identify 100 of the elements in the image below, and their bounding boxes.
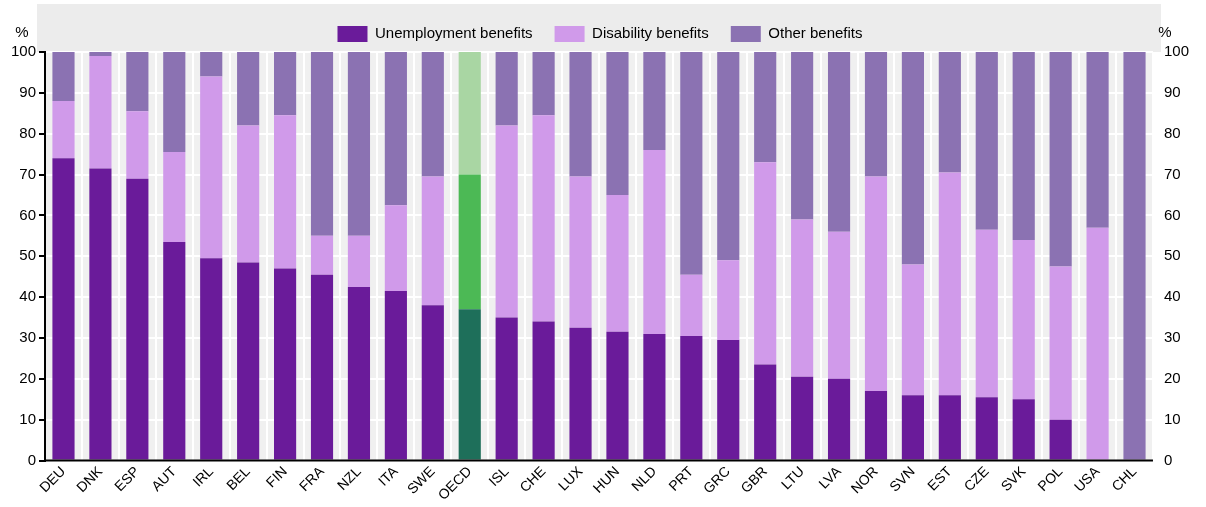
bar <box>1049 266 1072 420</box>
bar <box>938 52 961 173</box>
bar <box>237 52 260 126</box>
bar <box>495 317 518 460</box>
bar <box>791 376 814 460</box>
bar <box>1012 239 1035 400</box>
y2-tick-label: 40 <box>1163 287 1181 305</box>
bar <box>864 391 888 460</box>
x-tick-label: ITA <box>374 462 402 489</box>
y-tick-label: 30 <box>19 328 37 346</box>
bar <box>569 176 592 328</box>
bar <box>89 56 112 169</box>
bar <box>347 52 371 236</box>
bar <box>200 76 223 259</box>
x-tick-label: USA <box>1070 462 1103 495</box>
x-tick-label: ISL <box>485 462 512 490</box>
y2-tick-label: 70 <box>1163 164 1181 182</box>
bar <box>310 52 334 236</box>
y2-tick-label: 100 <box>1163 42 1189 60</box>
bar <box>274 115 297 269</box>
bar <box>569 52 592 177</box>
bar <box>163 52 186 153</box>
bar <box>52 52 75 102</box>
x-tick-label: CHL <box>1108 462 1140 495</box>
x-tick-label: IRL <box>189 462 217 490</box>
bar <box>495 125 518 318</box>
y-tick-label: 0 <box>27 450 37 468</box>
bar <box>52 158 75 460</box>
legend-label: Unemployment benefits <box>374 24 533 42</box>
y2-tick-label: 60 <box>1163 205 1181 223</box>
bar <box>680 274 703 336</box>
y-tick-label: 70 <box>19 164 37 182</box>
bar <box>938 395 961 460</box>
bar <box>310 274 334 460</box>
bar <box>864 52 888 177</box>
bar <box>901 264 924 396</box>
bar <box>975 52 998 230</box>
bar <box>89 168 112 460</box>
bar <box>274 52 297 116</box>
bar <box>827 52 851 232</box>
bar <box>827 231 851 379</box>
x-tick-label: NZL <box>333 462 364 494</box>
bar <box>1049 52 1072 267</box>
bar <box>237 125 260 263</box>
x-tick-label: FRA <box>295 462 328 495</box>
y-tick-label: 90 <box>19 82 37 100</box>
bar <box>606 52 629 195</box>
bar <box>384 205 407 291</box>
bar <box>754 162 777 365</box>
bar <box>126 52 149 112</box>
y2-axis-title: % <box>1158 22 1172 40</box>
y-tick-label: 10 <box>19 409 37 427</box>
bar <box>126 178 149 460</box>
bar <box>1012 52 1035 240</box>
y2-tick-label: 0 <box>1163 450 1173 468</box>
bar <box>200 258 223 460</box>
y-tick-label: 20 <box>19 368 37 386</box>
y-tick-label: 60 <box>19 205 37 223</box>
bar <box>717 260 740 341</box>
bar <box>680 52 703 275</box>
x-tick-label: LVA <box>815 462 845 492</box>
x-tick-label: POL <box>1034 462 1066 495</box>
bar <box>643 150 666 334</box>
bar <box>717 52 740 261</box>
legend-label: Other benefits <box>768 24 863 42</box>
bar <box>643 333 666 460</box>
x-tick-label: FIN <box>262 463 290 491</box>
bar <box>200 52 223 77</box>
bar <box>126 111 149 179</box>
bar <box>827 378 851 460</box>
bar <box>754 364 777 460</box>
bar <box>347 235 371 287</box>
bar <box>347 286 371 460</box>
bar <box>458 52 481 175</box>
bar <box>458 309 481 460</box>
y2-tick-label: 10 <box>1163 409 1181 427</box>
bar <box>237 262 260 460</box>
bar <box>421 52 444 177</box>
bar <box>532 52 555 116</box>
bar <box>1123 52 1146 460</box>
bar <box>532 321 555 460</box>
y2-tick-label: 80 <box>1163 123 1181 141</box>
bar <box>901 395 924 460</box>
bar <box>310 235 334 275</box>
bar <box>163 152 186 242</box>
bar <box>52 101 75 159</box>
bar <box>384 52 407 206</box>
bar <box>606 194 629 332</box>
y-axis-title: % <box>15 22 29 40</box>
y2-tick-label: 90 <box>1163 82 1181 100</box>
bar <box>1086 227 1109 460</box>
bar <box>791 219 814 377</box>
bar <box>1086 52 1109 228</box>
y-tick-label: 100 <box>11 42 37 60</box>
bar <box>495 52 518 126</box>
bar <box>569 327 592 460</box>
y-tick-label: 50 <box>19 246 37 264</box>
bar <box>791 52 814 220</box>
bar <box>606 331 629 460</box>
y2-tick-label: 30 <box>1163 328 1181 346</box>
